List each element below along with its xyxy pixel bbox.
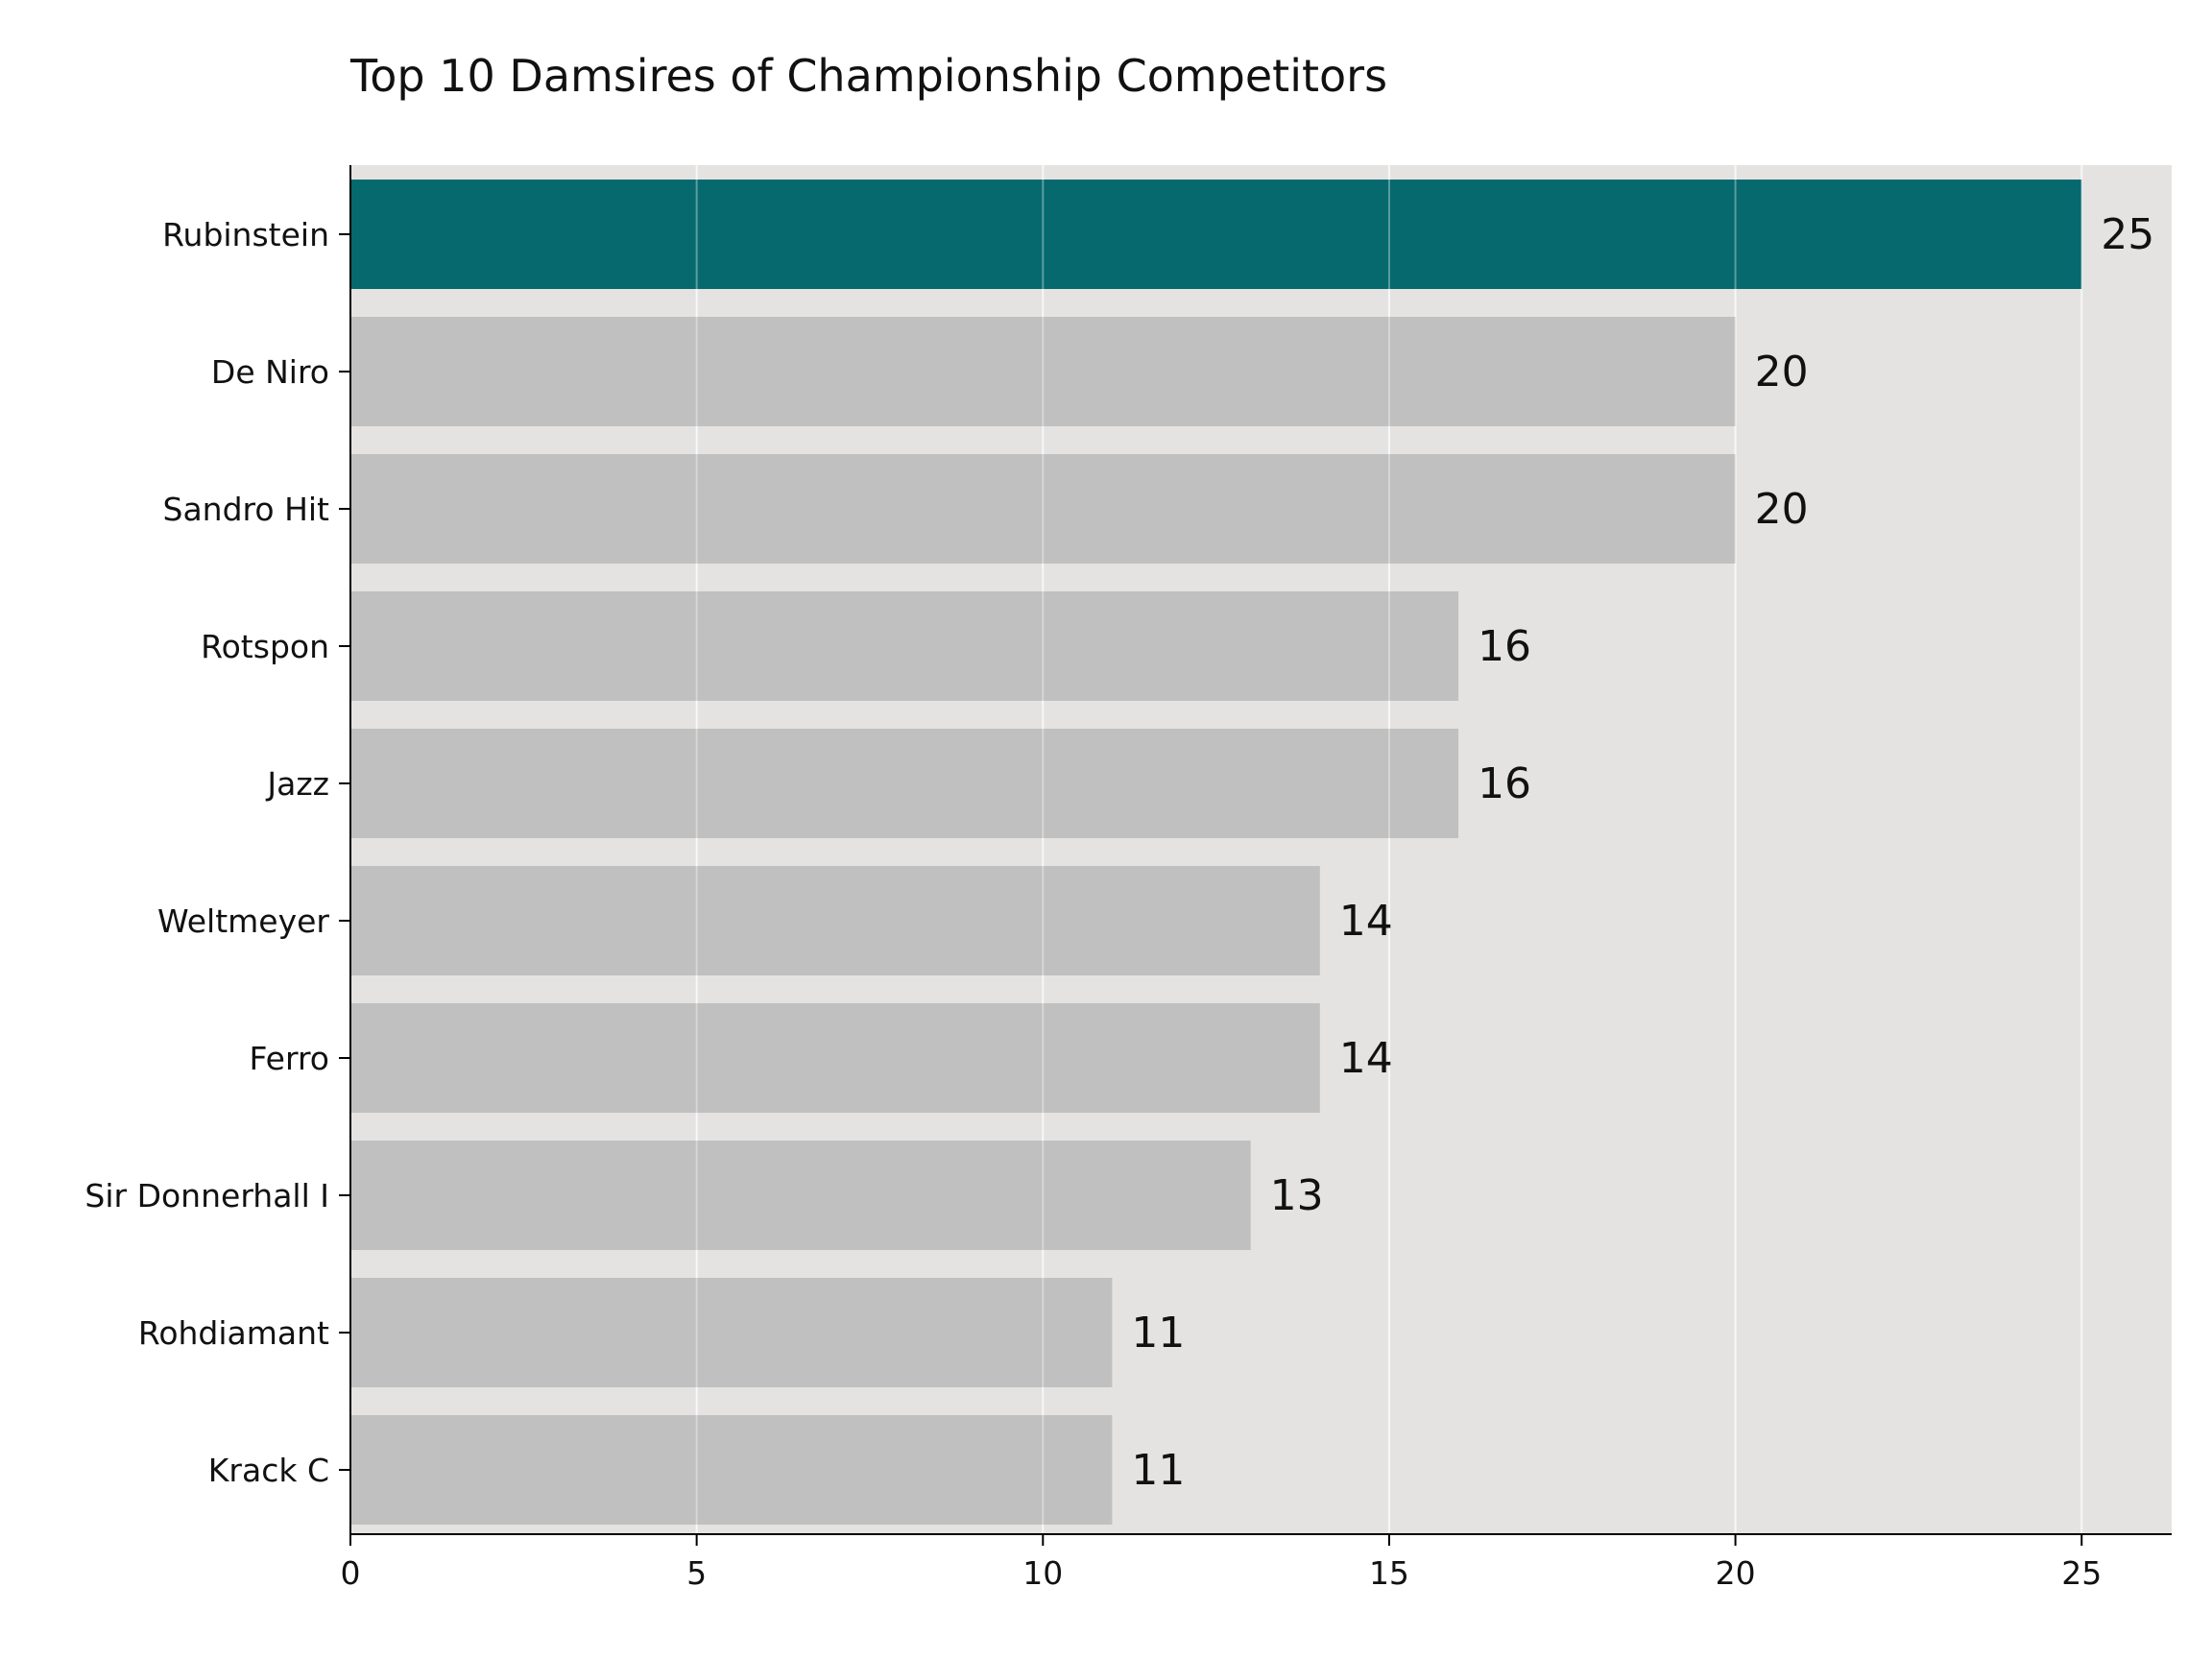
category-label: Rotspon (201, 628, 329, 665)
x-tick-label: 5 (686, 1554, 707, 1592)
category-label: Rohdiamant (138, 1314, 329, 1352)
category-label: Sandro Hit (163, 491, 330, 528)
bar-2 (350, 454, 1736, 564)
bar-9 (350, 1415, 1113, 1525)
chart-title: Top 10 Damsires of Championship Competit… (349, 50, 1387, 102)
value-label: 11 (1131, 1446, 1185, 1495)
bar-6 (350, 1003, 1320, 1113)
x-tick-label: 25 (2061, 1554, 2102, 1592)
category-label: Sir Donnerhall I (84, 1177, 329, 1214)
labels: Rubinstein 25 De Niro 20 Sandro Hit 20 Rotspon… (84, 210, 2154, 1592)
x-tick-label: 15 (1369, 1554, 1409, 1592)
bars (350, 180, 2082, 1525)
axes (339, 165, 2172, 1546)
bar-0 (350, 180, 2082, 289)
x-tick-label: 0 (341, 1554, 361, 1592)
x-tick-label: 20 (1716, 1554, 1756, 1592)
category-label: Weltmeyer (157, 902, 329, 940)
bar-5 (350, 866, 1320, 975)
bar-4 (350, 729, 1459, 838)
value-label: 11 (1131, 1309, 1185, 1358)
category-label: Krack C (208, 1452, 329, 1489)
category-label: Jazz (265, 765, 329, 803)
bar-1 (350, 317, 1736, 426)
value-label: 25 (2101, 210, 2154, 259)
value-label: 20 (1755, 485, 1809, 534)
value-label: 14 (1339, 1034, 1393, 1083)
grid-lines-over-bars (695, 165, 2083, 1534)
value-label: 16 (1478, 622, 1531, 671)
bar-3 (350, 591, 1459, 701)
category-label: Ferro (250, 1040, 330, 1077)
bar-8 (350, 1278, 1113, 1387)
category-label: De Niro (211, 353, 329, 391)
value-label: 20 (1755, 348, 1809, 397)
value-label: 13 (1270, 1171, 1324, 1220)
x-tick-label: 10 (1022, 1554, 1063, 1592)
value-label: 16 (1478, 759, 1531, 808)
bar-7 (350, 1141, 1251, 1250)
value-label: 14 (1339, 897, 1393, 946)
category-label: Rubinstein (162, 216, 329, 253)
